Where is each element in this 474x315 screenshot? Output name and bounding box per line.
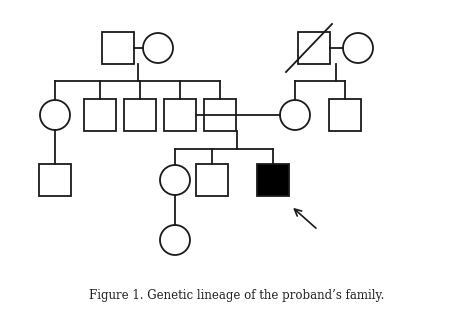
Bar bbox=[102, 32, 134, 64]
Bar bbox=[39, 164, 71, 196]
Bar bbox=[196, 164, 228, 196]
Bar bbox=[124, 99, 156, 131]
Bar bbox=[329, 99, 361, 131]
Bar bbox=[84, 99, 116, 131]
Bar bbox=[204, 99, 236, 131]
Bar bbox=[164, 99, 196, 131]
Text: Figure 1. Genetic lineage of the proband’s family.: Figure 1. Genetic lineage of the proband… bbox=[89, 289, 385, 301]
Bar bbox=[298, 32, 330, 64]
Bar bbox=[257, 164, 289, 196]
